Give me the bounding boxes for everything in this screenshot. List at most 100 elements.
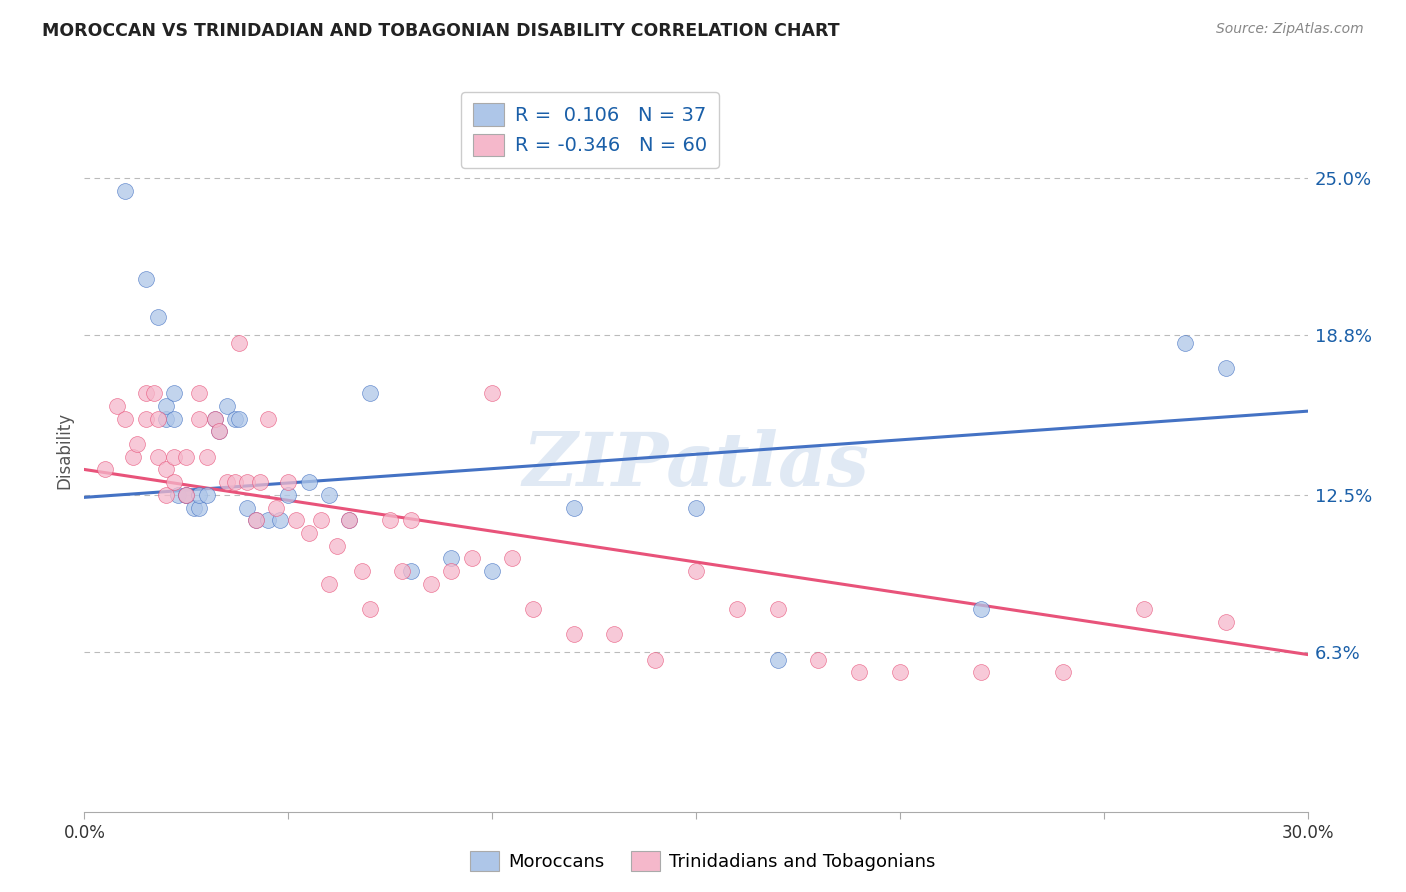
- Point: [277, 488, 299, 502]
- Point: [420, 576, 443, 591]
- Legend: Moroccans, Trinidadians and Tobagonians: Moroccans, Trinidadians and Tobagonians: [463, 844, 943, 879]
- Point: [562, 500, 585, 515]
- Point: [135, 272, 157, 286]
- Point: [146, 310, 169, 325]
- Point: [105, 399, 128, 413]
- Point: [502, 551, 524, 566]
- Point: [204, 411, 226, 425]
- Point: [146, 450, 169, 464]
- Point: [195, 488, 218, 502]
- Point: [970, 602, 993, 616]
- Point: [285, 513, 308, 527]
- Point: [380, 513, 402, 527]
- Point: [146, 411, 169, 425]
- Point: [228, 335, 250, 350]
- Point: [766, 602, 789, 616]
- Point: [174, 488, 197, 502]
- Point: [187, 386, 209, 401]
- Point: [359, 602, 381, 616]
- Point: [1215, 615, 1237, 629]
- Point: [167, 488, 190, 502]
- Point: [277, 475, 299, 490]
- Point: [142, 386, 165, 401]
- Point: [224, 475, 246, 490]
- Point: [481, 386, 503, 401]
- Point: [359, 386, 381, 401]
- Text: Source: ZipAtlas.com: Source: ZipAtlas.com: [1216, 22, 1364, 37]
- Point: [326, 539, 349, 553]
- Point: [187, 500, 209, 515]
- Point: [122, 450, 145, 464]
- Point: [269, 513, 291, 527]
- Point: [204, 411, 226, 425]
- Point: [155, 411, 177, 425]
- Point: [440, 564, 463, 578]
- Point: [1133, 602, 1156, 616]
- Point: [848, 665, 870, 680]
- Point: [183, 500, 205, 515]
- Point: [298, 475, 321, 490]
- Point: [309, 513, 332, 527]
- Point: [163, 386, 186, 401]
- Point: [339, 513, 361, 527]
- Point: [603, 627, 626, 641]
- Point: [174, 488, 197, 502]
- Point: [889, 665, 911, 680]
- Point: [350, 564, 373, 578]
- Point: [228, 411, 250, 425]
- Point: [208, 425, 231, 439]
- Point: [187, 411, 209, 425]
- Point: [257, 411, 280, 425]
- Text: MOROCCAN VS TRINIDADIAN AND TOBAGONIAN DISABILITY CORRELATION CHART: MOROCCAN VS TRINIDADIAN AND TOBAGONIAN D…: [42, 22, 839, 40]
- Point: [1174, 335, 1197, 350]
- Point: [807, 652, 830, 666]
- Point: [461, 551, 484, 566]
- Point: [163, 450, 186, 464]
- Point: [155, 462, 177, 476]
- Point: [644, 652, 666, 666]
- Point: [155, 399, 177, 413]
- Point: [236, 500, 259, 515]
- Point: [1052, 665, 1074, 680]
- Point: [725, 602, 748, 616]
- Point: [970, 665, 993, 680]
- Point: [114, 411, 136, 425]
- Point: [481, 564, 503, 578]
- Point: [217, 399, 239, 413]
- Point: [264, 500, 287, 515]
- Point: [127, 437, 149, 451]
- Point: [685, 564, 707, 578]
- Point: [224, 411, 246, 425]
- Legend: R =  0.106   N = 37, R = -0.346   N = 60: R = 0.106 N = 37, R = -0.346 N = 60: [461, 92, 720, 168]
- Point: [217, 475, 239, 490]
- Point: [298, 525, 321, 540]
- Point: [195, 450, 218, 464]
- Point: [522, 602, 544, 616]
- Point: [114, 184, 136, 198]
- Point: [208, 425, 231, 439]
- Point: [245, 513, 267, 527]
- Point: [339, 513, 361, 527]
- Point: [135, 411, 157, 425]
- Point: [249, 475, 271, 490]
- Point: [174, 450, 197, 464]
- Point: [236, 475, 259, 490]
- Point: [318, 576, 340, 591]
- Point: [257, 513, 280, 527]
- Point: [440, 551, 463, 566]
- Point: [318, 488, 340, 502]
- Y-axis label: Disability: Disability: [55, 412, 73, 489]
- Point: [155, 488, 177, 502]
- Point: [245, 513, 267, 527]
- Point: [135, 386, 157, 401]
- Point: [685, 500, 707, 515]
- Point: [163, 475, 186, 490]
- Point: [766, 652, 789, 666]
- Point: [163, 411, 186, 425]
- Text: ZIPatlas: ZIPatlas: [523, 429, 869, 501]
- Point: [187, 488, 209, 502]
- Point: [93, 462, 115, 476]
- Point: [562, 627, 585, 641]
- Point: [174, 488, 197, 502]
- Point: [1215, 361, 1237, 376]
